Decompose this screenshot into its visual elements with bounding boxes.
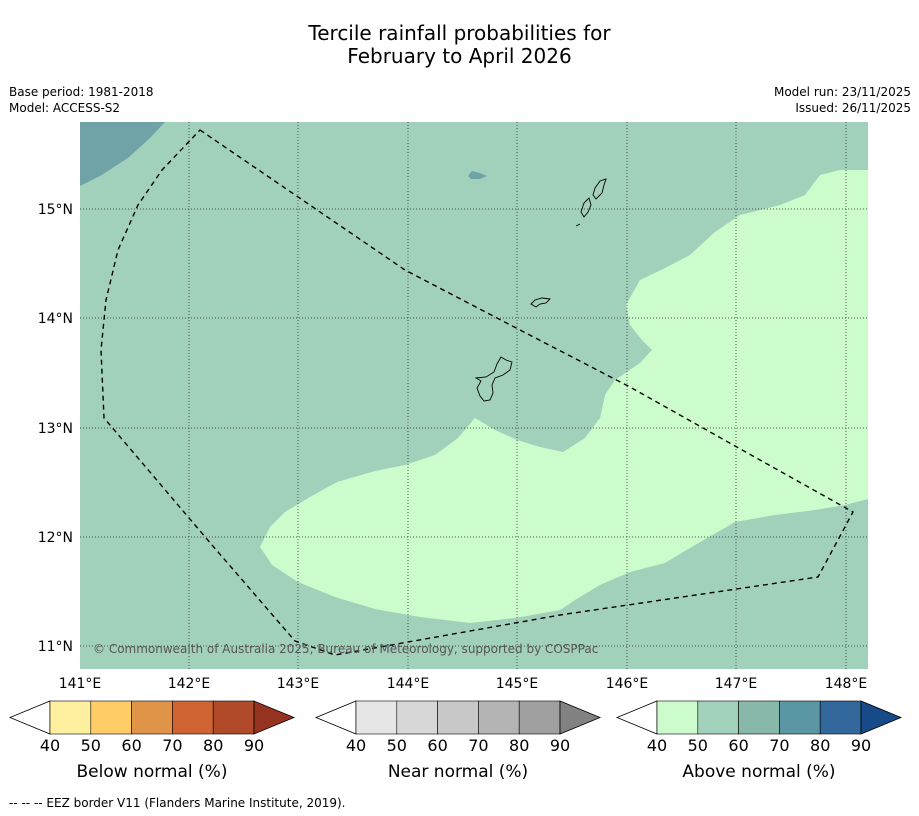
lat-labels: 15°N 14°N 13°N 12°N 11°N [38, 202, 73, 655]
islands [474, 178, 607, 402]
colorbar-below-tick: 70 [162, 736, 182, 755]
title-line-2: February to April 2026 [347, 44, 572, 68]
base-period-text: Base period: 1981-2018 [9, 85, 154, 99]
issued-text: Issued: 26/11/2025 [795, 101, 911, 115]
island-rota [530, 297, 551, 308]
colorbar-label-near: Near normal (%) [387, 762, 529, 782]
info-right: Model run: 23/11/2025 Issued: 26/11/2025 [774, 84, 911, 116]
colorbar-below-segment [90, 700, 132, 735]
copyright-text: © Commonwealth of Australia 2025, Bureau… [93, 642, 598, 656]
colorbar-below-segment [212, 700, 255, 735]
eez-footnote: -- -- -- EEZ border V11 (Flanders Marine… [9, 796, 346, 810]
island-tinian [580, 197, 592, 218]
lon-labels: 141°E 142°E 143°E 144°E 145°E 146°E 147°… [59, 676, 868, 692]
colorbar-below-tick: 50 [81, 736, 101, 755]
colorbar-above-tick: 90 [851, 736, 871, 755]
colorbar-below-extend-high [253, 700, 296, 735]
colorbar-label-above: Above normal (%) [682, 762, 836, 782]
title-line-1: Tercile rainfall probabilities for [308, 21, 611, 45]
colorbar-near-extend-high [559, 700, 602, 735]
island-guam [474, 356, 513, 402]
colorbar-near-segment [437, 700, 479, 735]
colorbar-near-segment [396, 700, 438, 735]
lon-label-143: 143°E [277, 676, 320, 692]
lat-label-12: 12°N [38, 530, 73, 546]
colorbar-below-segment [131, 700, 173, 735]
colorbar-near-tick: 40 [346, 736, 366, 755]
colorbar-near-tick: 60 [427, 736, 447, 755]
lat-label-11: 11°N [38, 639, 73, 655]
graticule [80, 122, 868, 669]
colorbar-near-extend-low [314, 700, 357, 735]
island-aguijan [575, 223, 581, 227]
colorbar-above-segment [738, 700, 780, 735]
colorbar-below-tick: 60 [121, 736, 141, 755]
colorbar-near-tick: 80 [509, 736, 529, 755]
lon-label-142: 142°E [168, 676, 211, 692]
info-left: Base period: 1981-2018 Model: ACCESS-S2 [9, 84, 154, 116]
model-run-text: Model run: 23/11/2025 [773, 85, 911, 99]
colorbar-below-segment [172, 700, 214, 735]
colorbar-near-tick: 90 [550, 736, 570, 755]
colorbar-above-tick: 80 [810, 736, 830, 755]
lat-label-14: 14°N [38, 311, 73, 327]
eez-border [100, 129, 854, 656]
colorbar-above-tick: 60 [728, 736, 748, 755]
lat-label-15: 15°N [38, 202, 73, 218]
colorbar-above-tick: 70 [769, 736, 789, 755]
colorbar-below-segment [49, 700, 92, 735]
lon-label-141: 141°E [59, 676, 102, 692]
colorbar-near-segment [478, 700, 520, 735]
colorbar-above-segment [697, 700, 739, 735]
colorbar-below-tick: 40 [40, 736, 60, 755]
colorbar-label-below: Below normal (%) [76, 762, 228, 782]
colorbar-near-segment [355, 700, 398, 735]
colorbar-above-segment [819, 700, 862, 735]
island-saipan [592, 178, 607, 200]
colorbar-near-tick: 50 [387, 736, 407, 755]
lon-label-146: 146°E [606, 676, 649, 692]
colorbar-above-extend-high [860, 700, 903, 735]
colorbar-below-extend-low [8, 700, 51, 735]
lon-label-145: 145°E [496, 676, 539, 692]
colorbar-above-extend-low [615, 700, 658, 735]
region-above-40-50 [260, 170, 868, 623]
lon-label-148: 148°E [825, 676, 868, 692]
colorbar-above-tick: 50 [688, 736, 708, 755]
map-area: © Commonwealth of Australia 2025, Bureau… [80, 122, 868, 669]
colorbar-above-segment [656, 700, 699, 735]
region-above-70-80-nw [80, 122, 165, 186]
region-above-70-80-patch [468, 171, 487, 179]
colorbar-near-tick: 70 [468, 736, 488, 755]
colorbar-below-tick: 80 [203, 736, 223, 755]
lat-label-13: 13°N [38, 421, 73, 437]
model-text: Model: ACCESS-S2 [9, 101, 121, 115]
chart-title: Tercile rainfall probabilities for Febru… [0, 22, 919, 68]
colorbar-above-segment [779, 700, 821, 735]
lon-label-147: 147°E [715, 676, 758, 692]
colorbars: 40 50 60 70 80 90 40 50 60 70 80 90 40 50 60 70 80 90 [8, 700, 903, 755]
colorbar-near-segment [518, 700, 561, 735]
colorbar-below-tick: 90 [244, 736, 264, 755]
colorbar-above-tick: 40 [647, 736, 667, 755]
lon-label-144: 144°E [387, 676, 430, 692]
